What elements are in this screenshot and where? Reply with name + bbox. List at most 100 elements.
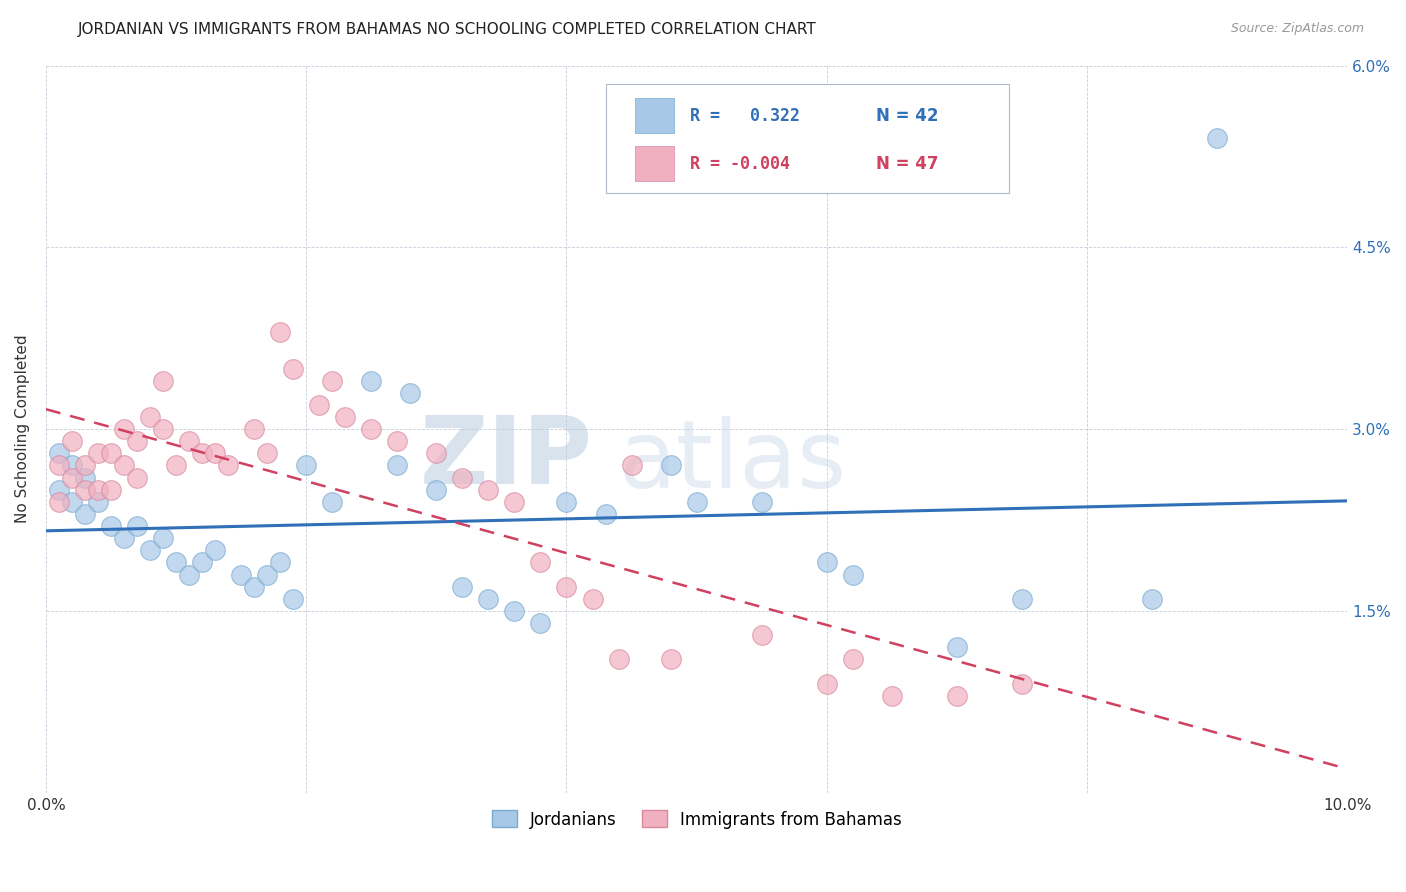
Point xyxy=(48,483,70,497)
Point xyxy=(529,556,551,570)
Point xyxy=(231,567,253,582)
Point xyxy=(152,422,174,436)
Point xyxy=(87,495,110,509)
Point xyxy=(425,446,447,460)
Point xyxy=(1206,131,1229,145)
Point xyxy=(685,495,707,509)
Point xyxy=(100,483,122,497)
Point xyxy=(1011,676,1033,690)
Point xyxy=(87,483,110,497)
Point xyxy=(256,446,278,460)
Point xyxy=(112,531,135,545)
Point xyxy=(335,409,357,424)
Point xyxy=(451,470,474,484)
Point xyxy=(73,458,96,473)
Point xyxy=(73,507,96,521)
Point xyxy=(48,446,70,460)
Point xyxy=(204,543,226,558)
Point xyxy=(946,689,969,703)
Point xyxy=(217,458,239,473)
Point xyxy=(73,483,96,497)
Point xyxy=(60,470,83,484)
Point xyxy=(152,374,174,388)
Point xyxy=(100,446,122,460)
Point xyxy=(112,458,135,473)
Point xyxy=(139,409,162,424)
Point xyxy=(451,580,474,594)
Point xyxy=(191,556,214,570)
Text: Source: ZipAtlas.com: Source: ZipAtlas.com xyxy=(1230,22,1364,36)
FancyBboxPatch shape xyxy=(606,84,1010,193)
Point xyxy=(295,458,318,473)
Point xyxy=(125,519,148,533)
Text: N = 42: N = 42 xyxy=(876,107,939,125)
Point xyxy=(112,422,135,436)
Point xyxy=(503,495,526,509)
Point xyxy=(125,470,148,484)
Point xyxy=(60,495,83,509)
Text: JORDANIAN VS IMMIGRANTS FROM BAHAMAS NO SCHOOLING COMPLETED CORRELATION CHART: JORDANIAN VS IMMIGRANTS FROM BAHAMAS NO … xyxy=(77,22,815,37)
Point xyxy=(283,361,305,376)
Point xyxy=(139,543,162,558)
Point xyxy=(360,422,382,436)
Point xyxy=(179,434,201,449)
Point xyxy=(529,615,551,630)
Point xyxy=(555,580,578,594)
Point xyxy=(842,652,865,666)
Point xyxy=(269,556,291,570)
Text: R = -0.004: R = -0.004 xyxy=(690,154,790,173)
Point xyxy=(152,531,174,545)
Point xyxy=(751,628,773,642)
Point xyxy=(204,446,226,460)
Y-axis label: No Schooling Completed: No Schooling Completed xyxy=(15,334,30,524)
Point xyxy=(946,640,969,655)
Point xyxy=(399,385,422,400)
Point xyxy=(581,591,603,606)
Point xyxy=(60,434,83,449)
Point xyxy=(125,434,148,449)
Point xyxy=(607,652,630,666)
Point xyxy=(880,689,903,703)
Point xyxy=(48,458,70,473)
Point xyxy=(387,458,409,473)
Text: atlas: atlas xyxy=(619,416,846,508)
Point xyxy=(48,495,70,509)
Text: ZIP: ZIP xyxy=(419,412,592,504)
Text: R =   0.322: R = 0.322 xyxy=(690,107,800,125)
Point xyxy=(165,458,187,473)
Point xyxy=(842,567,865,582)
Point xyxy=(243,422,266,436)
Point xyxy=(321,495,343,509)
Point xyxy=(73,470,96,484)
Point xyxy=(751,495,773,509)
Point xyxy=(387,434,409,449)
Point xyxy=(815,676,838,690)
Point xyxy=(87,446,110,460)
Point xyxy=(477,483,499,497)
Point xyxy=(1011,591,1033,606)
Legend: Jordanians, Immigrants from Bahamas: Jordanians, Immigrants from Bahamas xyxy=(485,804,908,835)
Point xyxy=(620,458,643,473)
Point xyxy=(191,446,214,460)
Point xyxy=(243,580,266,594)
Point xyxy=(179,567,201,582)
Text: N = 47: N = 47 xyxy=(876,154,939,173)
Point xyxy=(360,374,382,388)
Point xyxy=(308,398,330,412)
Point xyxy=(503,604,526,618)
Point xyxy=(60,458,83,473)
Point xyxy=(165,556,187,570)
Point xyxy=(477,591,499,606)
Point xyxy=(269,325,291,339)
Point xyxy=(425,483,447,497)
Point xyxy=(256,567,278,582)
Point xyxy=(1140,591,1163,606)
Point xyxy=(321,374,343,388)
Point xyxy=(555,495,578,509)
Point xyxy=(100,519,122,533)
FancyBboxPatch shape xyxy=(636,146,675,181)
Point xyxy=(659,458,682,473)
Point xyxy=(659,652,682,666)
Point xyxy=(815,556,838,570)
Point xyxy=(283,591,305,606)
